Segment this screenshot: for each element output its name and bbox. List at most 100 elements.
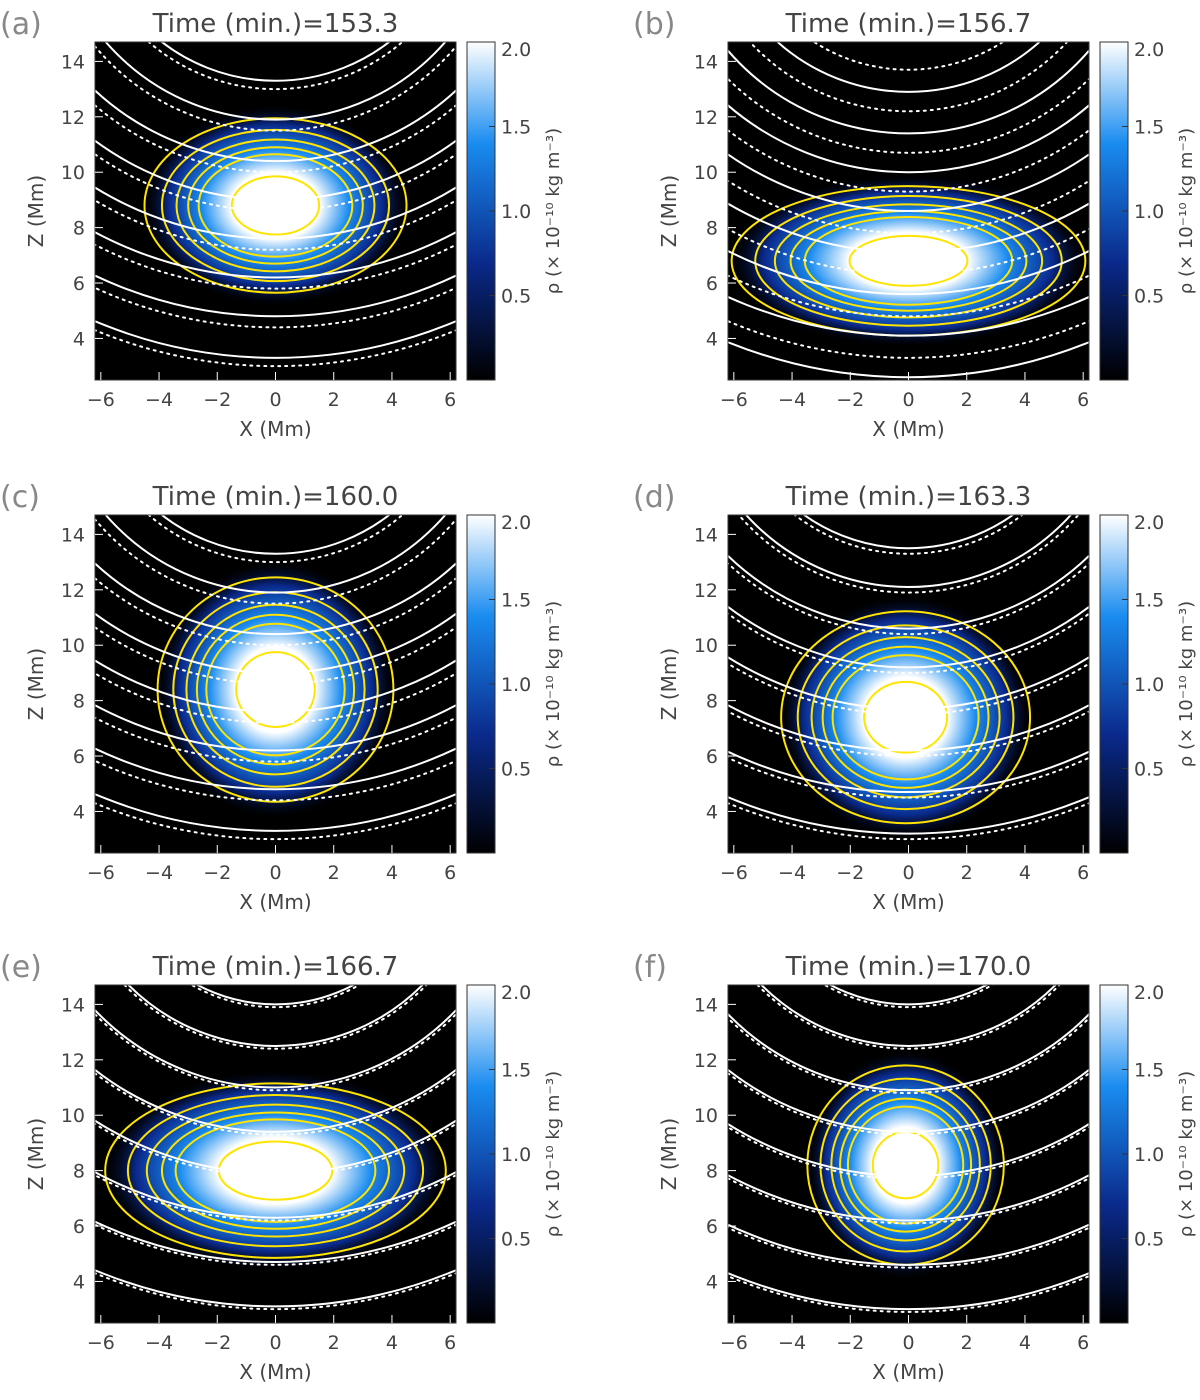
- field-line-solid: [728, 49, 1089, 135]
- y-tick-label: 10: [694, 635, 718, 657]
- colorbar-label: ρ (× 10⁻¹⁰ kg m⁻³): [543, 128, 564, 294]
- y-axis-label: Z (Mm): [24, 175, 48, 247]
- colorbar-tick-label: 0.5: [1134, 1229, 1164, 1251]
- y-tick-label: 6: [706, 746, 718, 768]
- colorbar-tick-label: 0.5: [501, 286, 531, 308]
- field-line-solid: [728, 554, 1089, 630]
- field-line-dotted: [95, 716, 456, 763]
- x-tick-label: 6: [1077, 1332, 1089, 1354]
- x-tick-label: −6: [720, 862, 748, 884]
- x-tick-label: −6: [87, 389, 115, 411]
- x-tick-label: 0: [269, 1332, 281, 1354]
- x-tick-label: 0: [269, 389, 281, 411]
- field-line-solid: [104, 42, 447, 121]
- density-contour: [796, 624, 1015, 811]
- y-axis-label: Z (Mm): [24, 1118, 48, 1190]
- colorbar-label: ρ (× 10⁻¹⁰ kg m⁻³): [1176, 1071, 1197, 1237]
- density-contour: [174, 1118, 377, 1223]
- field-line-dotted: [728, 227, 1089, 276]
- y-tick-label: 6: [73, 1216, 85, 1238]
- y-tick-label: 12: [61, 1050, 85, 1072]
- field-line-dotted: [822, 985, 995, 1009]
- x-tick-label: 2: [328, 1332, 340, 1354]
- field-line-solid: [744, 515, 1073, 588]
- field-line-dotted: [728, 710, 1089, 757]
- y-tick-label: 6: [706, 1216, 718, 1238]
- x-tick-label: −4: [145, 1332, 173, 1354]
- y-tick-label: 8: [706, 218, 718, 240]
- panel-letter: (e): [0, 950, 42, 985]
- field-line-dotted: [728, 1226, 1089, 1269]
- field-line-dotted: [812, 42, 1005, 71]
- field-line-solid: [728, 202, 1089, 254]
- x-tick-label: 6: [444, 1332, 456, 1354]
- x-tick-label: −6: [720, 1332, 748, 1354]
- field-line-solid: [95, 230, 456, 279]
- field-line-solid: [95, 703, 456, 752]
- panel-a: −6 −4 −2 0 2 4 6 4 6 8 10 12 14 X (Mm) Z (Mm) Time (min…: [0, 7, 564, 441]
- density-blob: [805, 1049, 1007, 1281]
- density-contour: [143, 117, 408, 294]
- colorbar-tick-label: 0.5: [501, 1229, 531, 1251]
- density-blob: [154, 559, 397, 820]
- y-axis-label: Z (Mm): [657, 1118, 681, 1190]
- density-contour: [780, 610, 1032, 825]
- y-tick-label: 8: [706, 691, 718, 713]
- field-line-solid: [95, 612, 456, 674]
- field-line-dotted: [189, 985, 362, 1009]
- density-contour: [160, 128, 391, 283]
- field-line-solid: [728, 249, 1089, 295]
- field-line-solid: [160, 42, 391, 82]
- y-tick-label: 10: [61, 162, 85, 184]
- x-tick-label: 0: [269, 862, 281, 884]
- colorbar-tick-label: 0.5: [1134, 759, 1164, 781]
- field-line-dotted: [95, 243, 456, 290]
- plot-area: [728, 515, 1089, 841]
- colorbar-tick-label: 1.5: [1134, 117, 1164, 139]
- field-line-solid: [728, 1012, 1089, 1092]
- y-tick-label: 4: [706, 1271, 718, 1293]
- density-contour: [846, 1105, 965, 1225]
- x-tick-label: −6: [720, 389, 748, 411]
- panel-e: −6 −4 −2 0 2 4 6 4 6 8 10 12 14 X (Mm) Z (Mm) Time (min…: [0, 950, 564, 1384]
- density-contour: [156, 576, 395, 803]
- x-tick-label: −4: [778, 1332, 806, 1354]
- field-line-solid: [160, 515, 391, 555]
- y-tick-label: 4: [73, 328, 85, 350]
- colorbar-label: ρ (× 10⁻¹⁰ kg m⁻³): [1176, 601, 1197, 767]
- y-tick-label: 6: [73, 273, 85, 295]
- density-contour: [195, 613, 356, 766]
- field-line-solid: [728, 795, 1089, 835]
- field-line-solid: [828, 985, 989, 1006]
- colorbar-tick-label: 1.0: [1134, 1144, 1164, 1166]
- field-line-solid: [95, 1119, 456, 1175]
- panel-letter: (c): [0, 480, 40, 515]
- panel-title: Time (min.)=160.0: [152, 482, 399, 512]
- colorbar-tick-label: 1.5: [1134, 590, 1164, 612]
- x-tick-label: −4: [778, 862, 806, 884]
- panel-title: Time (min.)=153.3: [152, 9, 399, 39]
- density-contour: [104, 1082, 447, 1259]
- y-tick-label: 14: [694, 524, 718, 546]
- x-tick-label: 4: [386, 862, 398, 884]
- y-tick-label: 12: [61, 107, 85, 129]
- y-tick-label: 14: [61, 51, 85, 73]
- field-line-solid: [95, 792, 456, 832]
- x-tick-label: 2: [328, 389, 340, 411]
- field-line-solid: [728, 1068, 1089, 1133]
- field-line-solid: [95, 1170, 456, 1219]
- density-contour: [187, 146, 364, 265]
- panel-b: −6 −4 −2 0 2 4 6 4 6 8 10 12 14 X (Mm) Z (Mm) Time (min…: [633, 7, 1197, 441]
- x-tick-label: −2: [836, 389, 864, 411]
- field-line-solid: [728, 295, 1089, 337]
- field-line-solid: [95, 747, 456, 791]
- y-tick-label: 12: [694, 580, 718, 602]
- plot-area: [728, 985, 1089, 1313]
- y-tick-label: 14: [61, 524, 85, 546]
- field-line-solid: [127, 985, 424, 1047]
- field-line-solid: [95, 319, 456, 359]
- colorbar-tick-label: 2.0: [501, 512, 531, 534]
- field-line-solid: [728, 750, 1089, 793]
- panel-c: −6 −4 −2 0 2 4 6 4 6 8 10 12 14 X (Mm) Z (Mm) Time (min…: [0, 480, 564, 914]
- y-axis-label: Z (Mm): [657, 175, 681, 247]
